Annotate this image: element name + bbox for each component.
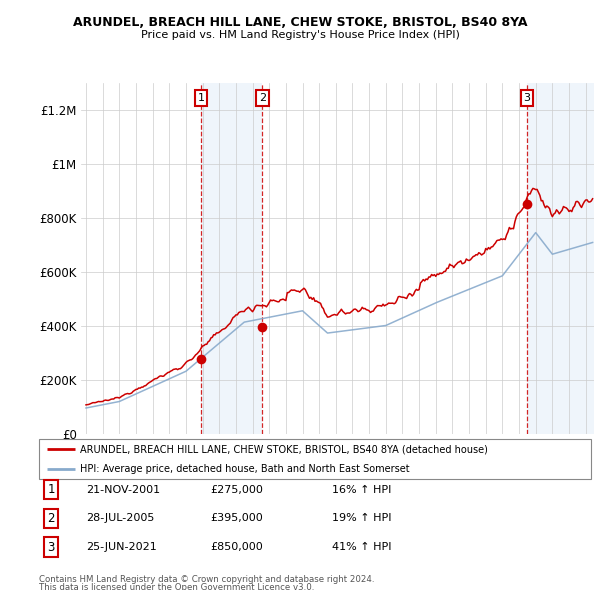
Text: 3: 3 <box>524 93 530 103</box>
Bar <box>527 83 594 434</box>
Bar <box>201 83 262 434</box>
Text: ARUNDEL, BREACH HILL LANE, CHEW STOKE, BRISTOL, BS40 8YA (detached house): ARUNDEL, BREACH HILL LANE, CHEW STOKE, B… <box>80 444 488 454</box>
Text: 2: 2 <box>47 512 55 525</box>
FancyBboxPatch shape <box>39 439 591 479</box>
Text: Contains HM Land Registry data © Crown copyright and database right 2024.: Contains HM Land Registry data © Crown c… <box>39 575 374 584</box>
Text: Price paid vs. HM Land Registry's House Price Index (HPI): Price paid vs. HM Land Registry's House … <box>140 31 460 40</box>
Text: 41% ↑ HPI: 41% ↑ HPI <box>332 542 391 552</box>
Text: 16% ↑ HPI: 16% ↑ HPI <box>332 484 391 494</box>
Text: 2: 2 <box>259 93 266 103</box>
Text: 1: 1 <box>197 93 205 103</box>
Text: 19% ↑ HPI: 19% ↑ HPI <box>332 513 391 523</box>
Text: 1: 1 <box>47 483 55 496</box>
Text: £850,000: £850,000 <box>210 542 263 552</box>
Text: £275,000: £275,000 <box>210 484 263 494</box>
Text: 25-JUN-2021: 25-JUN-2021 <box>86 542 157 552</box>
Text: ARUNDEL, BREACH HILL LANE, CHEW STOKE, BRISTOL, BS40 8YA: ARUNDEL, BREACH HILL LANE, CHEW STOKE, B… <box>73 16 527 29</box>
Text: £395,000: £395,000 <box>210 513 263 523</box>
Text: 3: 3 <box>47 540 55 553</box>
Text: HPI: Average price, detached house, Bath and North East Somerset: HPI: Average price, detached house, Bath… <box>80 464 410 474</box>
Text: 21-NOV-2001: 21-NOV-2001 <box>86 484 160 494</box>
Text: This data is licensed under the Open Government Licence v3.0.: This data is licensed under the Open Gov… <box>39 583 314 590</box>
Text: 28-JUL-2005: 28-JUL-2005 <box>86 513 154 523</box>
